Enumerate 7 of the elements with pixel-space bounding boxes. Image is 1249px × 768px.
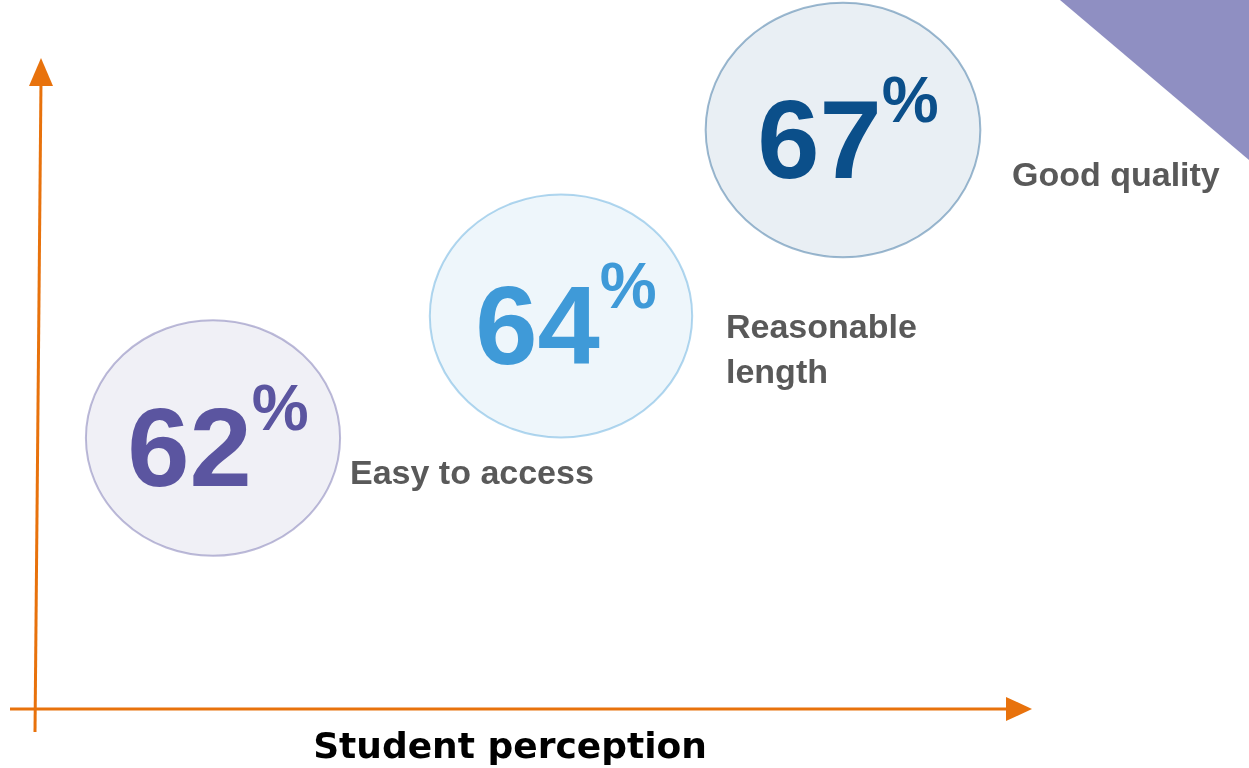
data-label: 62% bbox=[127, 372, 309, 510]
data-label: 64% bbox=[475, 250, 657, 388]
category-label: Good quality bbox=[1012, 155, 1220, 193]
category-label: Easy to access bbox=[350, 453, 594, 491]
text: Student perception bbox=[313, 725, 707, 766]
data-label: 67% bbox=[757, 64, 939, 202]
category-label: Reasonable length bbox=[726, 307, 917, 390]
